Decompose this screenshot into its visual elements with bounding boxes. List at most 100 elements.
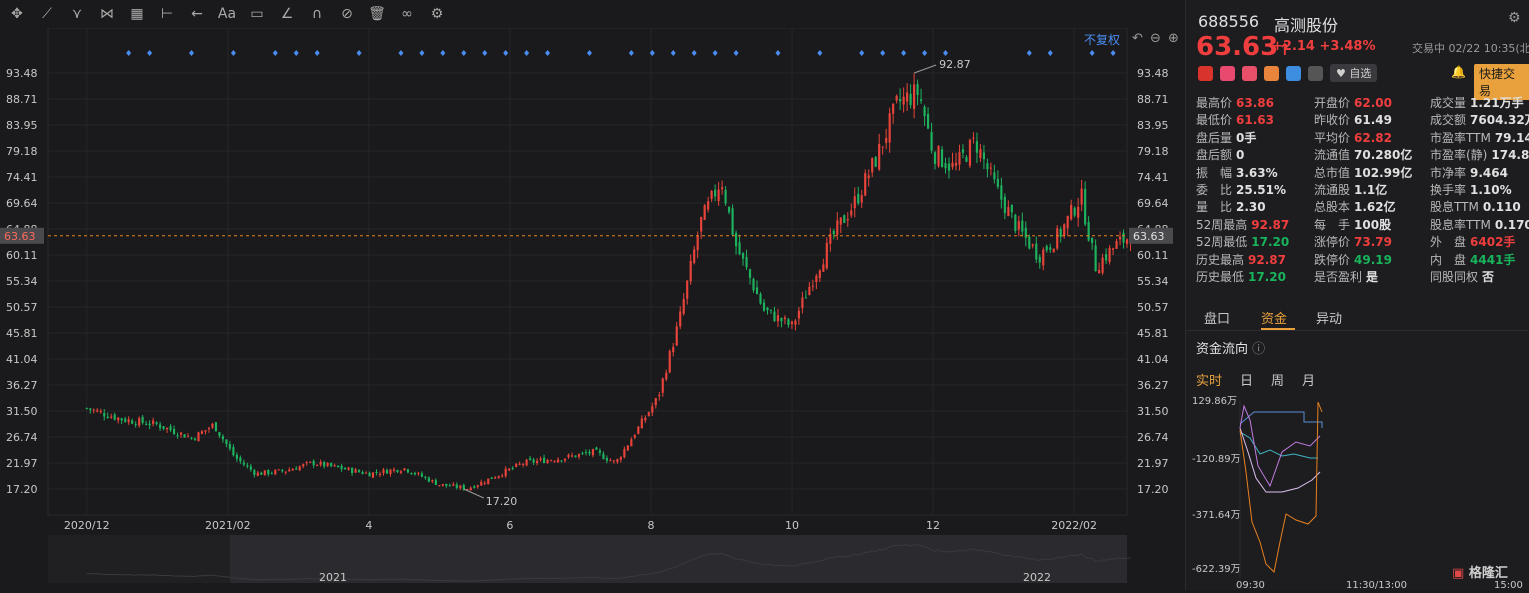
candle-body — [1101, 257, 1104, 273]
doc-icon[interactable] — [1308, 65, 1323, 81]
high-marker-line — [913, 64, 937, 74]
hide-icon[interactable]: ⊘ — [341, 6, 353, 22]
candle-body — [783, 317, 787, 320]
event-marker-icon — [712, 50, 718, 56]
event-marker-icon — [545, 50, 551, 56]
period-realtime[interactable]: 实时 — [1196, 374, 1223, 389]
link-icon[interactable]: ∞ — [401, 6, 413, 22]
stat-label: 开盘价 — [1314, 96, 1351, 110]
arrow-icon[interactable]: ← — [191, 6, 203, 22]
candle-body — [546, 459, 549, 464]
candle-body — [951, 162, 954, 168]
text-icon[interactable]: Aa — [217, 6, 237, 22]
magnet-icon[interactable]: ∩ — [311, 6, 323, 22]
zoom-in-icon[interactable]: ⊕ — [1168, 31, 1179, 46]
quick-trade-button[interactable]: 快捷交易 — [1474, 64, 1529, 100]
candle-body — [473, 486, 476, 488]
stat-label: 量 比 — [1196, 200, 1233, 215]
candle-body — [549, 460, 553, 462]
tab-zijin[interactable]: 资金 — [1261, 312, 1288, 327]
candle-body — [536, 460, 539, 464]
gear-icon[interactable]: ⚙ — [1508, 10, 1521, 26]
zoom-out-icon[interactable]: ⊖ — [1150, 31, 1161, 46]
event-marker-icon — [586, 50, 592, 56]
candle-body — [207, 428, 211, 430]
current-price-label-right: 63.63 — [1133, 230, 1165, 243]
candle-body — [162, 426, 165, 429]
y-tick-label-right: 45.81 — [1137, 327, 1169, 340]
trend-line-icon[interactable]: ⋎ — [71, 6, 83, 22]
stat-cell: 52周最高 92.87 — [1196, 216, 1289, 233]
candle-body — [96, 410, 99, 412]
y-tick-label-right: 21.97 — [1137, 457, 1169, 470]
candle-body — [651, 406, 654, 413]
stat-value: 1.1亿 — [1354, 182, 1388, 197]
candle-body — [825, 242, 828, 269]
candle-body — [277, 469, 280, 471]
kline-chart[interactable]: 93.48 93.48 88.71 88.71 83.95 83.95 79.18 79.18… — [0, 27, 1185, 590]
hk-icon[interactable] — [1220, 65, 1235, 81]
tab-yidong[interactable]: 异动 — [1316, 312, 1343, 327]
candle-body — [832, 230, 835, 235]
candle-body — [637, 426, 640, 434]
candle-body — [584, 452, 588, 454]
settings-icon[interactable]: ⚙ — [430, 6, 444, 22]
move-icon[interactable]: ✥ — [11, 6, 23, 22]
candle-body — [305, 462, 308, 464]
candle-body — [850, 210, 853, 216]
fib-icon[interactable]: ⋈ — [100, 6, 114, 22]
adjust-toggle[interactable]: 不复权 — [1084, 33, 1121, 47]
candle-body — [668, 350, 671, 373]
candle-body — [235, 454, 238, 459]
plot-frame — [47, 27, 1128, 516]
candle-body — [134, 424, 137, 426]
kline-svg[interactable]: 93.48 93.48 88.71 88.71 83.95 83.95 79.18 79.18… — [0, 27, 1185, 590]
stat-label: 成交量 — [1430, 96, 1467, 110]
chip-icon[interactable] — [1286, 65, 1301, 81]
pattern-icon[interactable]: ▦ — [130, 6, 144, 22]
candle-body — [696, 235, 699, 251]
scale-icon[interactable] — [1264, 65, 1279, 81]
delete-icon[interactable]: 🗑 — [368, 6, 386, 22]
comment-icon[interactable]: ▭ — [250, 6, 264, 22]
tab-pankou[interactable]: 盘口 — [1204, 312, 1231, 327]
stat-label: 平均价 — [1314, 130, 1351, 145]
period-day[interactable]: 日 — [1240, 374, 1254, 389]
alert-icon[interactable]: 🔔 — [1451, 65, 1466, 79]
candle-body — [1091, 237, 1094, 243]
candle-body — [913, 84, 916, 109]
candle-body — [127, 419, 130, 423]
candle-body — [375, 471, 378, 473]
rong-icon[interactable] — [1242, 65, 1257, 81]
event-marker-icon — [1089, 50, 1095, 56]
candle-body — [920, 99, 923, 101]
candle-body — [909, 93, 912, 106]
candle-body — [504, 468, 507, 477]
undo-icon[interactable]: ↶ — [1132, 31, 1143, 46]
line-tool-icon[interactable]: ⟋ — [42, 6, 52, 22]
y-tick-label-right: 74.41 — [1137, 171, 1169, 184]
candle-body — [881, 146, 884, 148]
fund-flow-title: 资金流向 ⓘ — [1196, 342, 1266, 357]
candle-body — [675, 326, 678, 346]
period-month[interactable]: 月 — [1302, 374, 1316, 389]
stat-cell: 涨停价 73.79 — [1314, 233, 1392, 250]
stat-cell: 换手率 1.10% — [1430, 181, 1512, 198]
watchlist-button[interactable]: ♥ 自选 — [1330, 64, 1378, 82]
candle-body — [494, 477, 497, 479]
candle-body — [466, 489, 469, 491]
candle-body — [480, 481, 483, 486]
period-week[interactable]: 周 — [1271, 374, 1285, 389]
stat-label: 股息TTM — [1430, 200, 1479, 215]
candle-body — [399, 471, 403, 473]
candle-body — [689, 260, 692, 282]
flag-icon[interactable] — [1198, 65, 1213, 81]
candle-body — [434, 480, 437, 485]
y-tick-label-left: 69.64 — [6, 197, 38, 210]
event-marker-icon — [880, 50, 886, 56]
y-tick-label-left: 26.74 — [6, 431, 38, 444]
stat-value: 62.00 — [1354, 96, 1392, 110]
candle-body — [693, 249, 696, 263]
ruler-icon[interactable]: ∠ — [280, 6, 294, 22]
measure-icon[interactable]: ⊢ — [160, 6, 174, 22]
